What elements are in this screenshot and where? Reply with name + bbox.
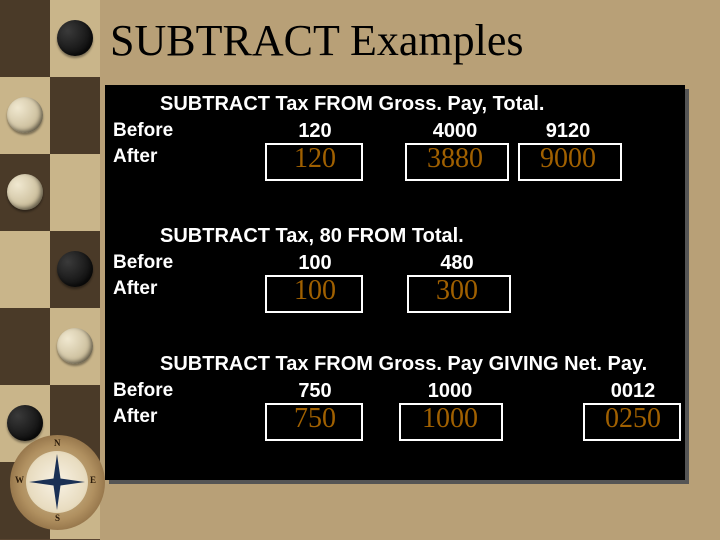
- after-value: 0250: [593, 403, 673, 435]
- before-value: 9120: [523, 120, 613, 143]
- after-value: 120: [275, 143, 355, 175]
- after-value: 300: [417, 275, 497, 307]
- after-value: 3880: [410, 143, 500, 175]
- after-label: After: [113, 406, 157, 428]
- before-label: Before: [113, 120, 173, 142]
- after-value: 750: [275, 403, 355, 435]
- before-label: Before: [113, 252, 173, 274]
- before-value: 100: [275, 252, 355, 275]
- compass-decoration: N E S W: [10, 435, 105, 530]
- after-label: After: [113, 146, 157, 168]
- before-value: 1000: [405, 380, 495, 403]
- after-label: After: [113, 278, 157, 300]
- statement-3: SUBTRACT Tax FROM Gross. Pay GIVING Net.…: [160, 353, 647, 376]
- before-label: Before: [113, 380, 173, 402]
- after-value: 1000: [405, 403, 495, 435]
- statement-2: SUBTRACT Tax, 80 FROM Total.: [160, 225, 464, 248]
- after-value: 9000: [523, 143, 613, 175]
- before-value: 750: [275, 380, 355, 403]
- before-value: 120: [275, 120, 355, 143]
- after-value: 100: [275, 275, 355, 307]
- statement-1: SUBTRACT Tax FROM Gross. Pay, Total.: [160, 93, 545, 116]
- slide-title: SUBTRACT Examples: [110, 15, 524, 66]
- before-value: 0012: [593, 380, 673, 403]
- before-value: 4000: [410, 120, 500, 143]
- before-value: 480: [417, 252, 497, 275]
- code-panel: SUBTRACT Tax FROM Gross. Pay, Total. Bef…: [105, 85, 685, 480]
